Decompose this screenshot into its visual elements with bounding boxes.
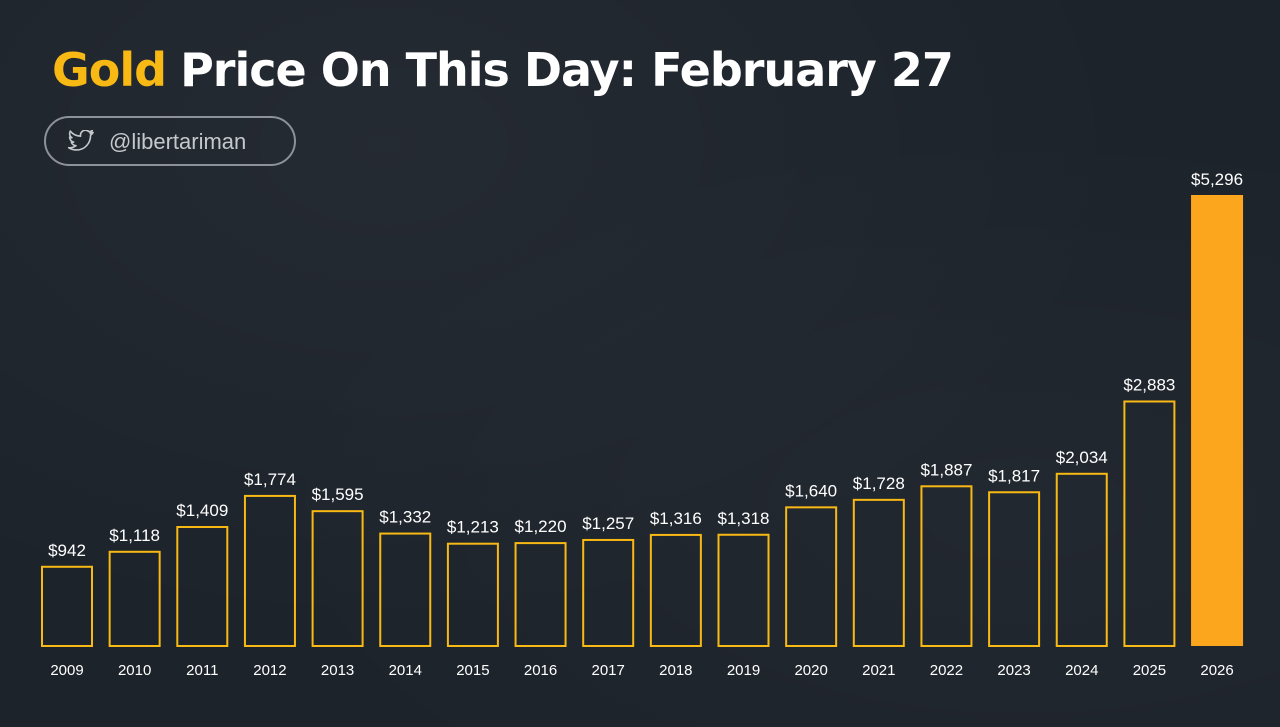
year-label-2014: 2014	[389, 662, 422, 679]
year-label-2020: 2020	[794, 662, 827, 679]
value-label-2014: $1,332	[379, 508, 431, 527]
value-label-2011: $1,409	[176, 501, 228, 520]
year-label-2023: 2023	[997, 662, 1030, 679]
bar-2010	[108, 550, 161, 647]
bar-2019	[717, 533, 770, 647]
year-label-2012: 2012	[253, 662, 286, 679]
chart-title: Gold Price On This Day: February 27	[52, 38, 954, 102]
value-label-2013: $1,595	[312, 485, 364, 504]
value-label-2019: $1,318	[718, 509, 770, 528]
bar-2020	[785, 506, 838, 647]
year-label-2021: 2021	[862, 662, 895, 679]
value-label-2016: $1,220	[515, 517, 567, 536]
year-label-2013: 2013	[321, 662, 354, 679]
bar-2022	[920, 485, 973, 647]
bar-2015	[446, 542, 499, 647]
value-label-2015: $1,213	[447, 518, 499, 537]
bar-2014	[379, 532, 432, 647]
bar-2026	[1191, 195, 1244, 646]
value-label-2018: $1,316	[650, 509, 702, 528]
bar-2021	[852, 498, 905, 647]
value-label-2009: $942	[48, 541, 86, 560]
bar-2017	[582, 538, 635, 647]
value-label-2025: $2,883	[1123, 375, 1175, 394]
value-label-2021: $1,728	[853, 474, 905, 493]
year-label-2018: 2018	[659, 662, 692, 679]
year-label-2010: 2010	[118, 662, 151, 679]
value-label-2026: $5,296	[1191, 170, 1243, 189]
author-handle: @libertariman	[109, 129, 247, 154]
value-label-2012: $1,774	[244, 470, 296, 489]
value-label-2024: $2,034	[1056, 448, 1108, 467]
bar-2025	[1123, 400, 1176, 647]
year-label-2015: 2015	[456, 662, 489, 679]
bar-2018	[649, 533, 702, 648]
year-label-2009: 2009	[50, 662, 83, 679]
twitter-bird-icon	[68, 130, 94, 151]
year-label-2026: 2026	[1200, 662, 1233, 679]
bar-2024	[1055, 472, 1108, 647]
year-label-2017: 2017	[592, 662, 625, 679]
title-accent: Gold	[52, 43, 167, 97]
bar-2009	[41, 565, 93, 647]
year-label-2011: 2011	[186, 662, 218, 679]
bar-2016	[514, 542, 567, 648]
value-label-2017: $1,257	[582, 514, 634, 533]
bar-2011	[176, 526, 229, 648]
bar-2012	[243, 494, 296, 647]
year-label-2016: 2016	[524, 662, 557, 679]
year-label-2022: 2022	[930, 662, 963, 679]
year-label-2024: 2024	[1065, 662, 1098, 679]
value-label-2010: $1,118	[109, 526, 160, 545]
author-handle-pill[interactable]: @libertariman	[44, 116, 296, 166]
bar-2013	[311, 510, 364, 648]
bar-2023	[988, 491, 1041, 648]
year-label-2025: 2025	[1133, 662, 1166, 679]
value-label-2023: $1,817	[988, 466, 1040, 485]
title-rest: Price On This Day: February 27	[180, 43, 954, 97]
value-label-2020: $1,640	[785, 481, 837, 500]
value-label-2022: $1,887	[920, 460, 972, 479]
year-label-2019: 2019	[727, 662, 760, 679]
